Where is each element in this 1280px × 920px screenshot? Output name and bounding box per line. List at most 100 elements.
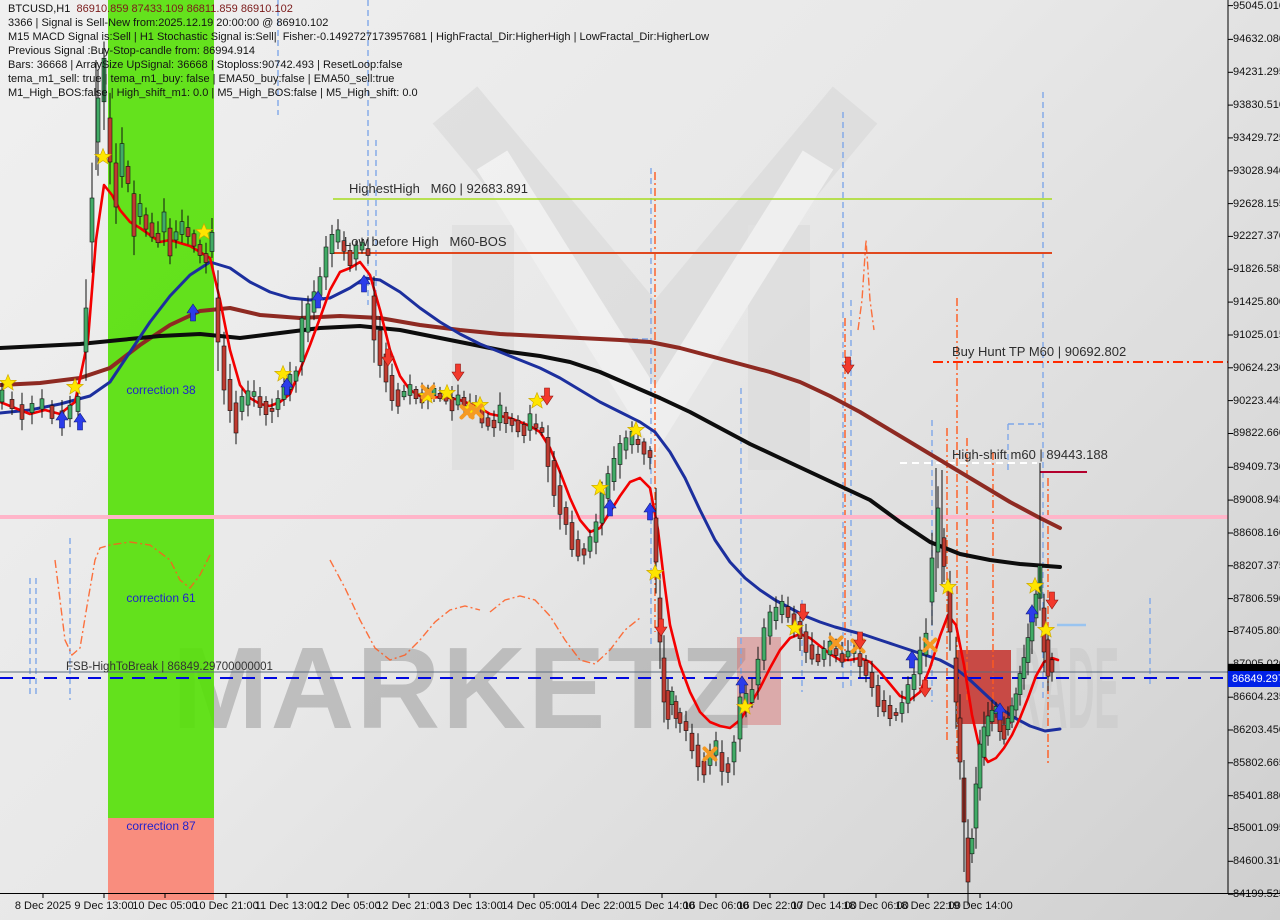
price-axis-label: 86604.235: [1233, 691, 1280, 704]
price-axis-label: 85001.095: [1233, 822, 1280, 835]
star-signal-icon: [1036, 620, 1056, 638]
sell-arrow-icon: [918, 679, 932, 698]
buy-arrow-icon: [993, 702, 1007, 721]
buy-arrow-icon: [735, 675, 749, 694]
star-signal-icon: [1025, 576, 1045, 594]
sell-arrow-icon: [796, 603, 810, 622]
price-axis-label: 84199.525: [1233, 888, 1280, 901]
star-signal-icon: [194, 222, 214, 240]
price-axis-label: 91425.800: [1233, 296, 1280, 309]
price-axis-label: 94231.295: [1233, 66, 1280, 79]
sell-arrow-icon: [1045, 591, 1059, 610]
buy-arrow-icon: [311, 290, 325, 309]
price-axis-label: 89409.730: [1233, 461, 1280, 474]
buy-arrow-icon: [280, 377, 294, 396]
price-axis-label: 95045.010: [1233, 0, 1280, 12]
price-axis-label: 93830.510: [1233, 99, 1280, 112]
ma-navy: [0, 260, 1062, 733]
buy-arrow-icon: [1025, 604, 1039, 623]
x-signal-icon: [922, 637, 938, 653]
trailing-stop-line: [54, 541, 211, 657]
sell-arrow-icon: [381, 348, 395, 367]
trailing-stop-line: [857, 239, 875, 331]
sell-arrow-icon: [451, 363, 465, 382]
x-signal-icon: [420, 384, 436, 400]
time-axis-label: 14 Dec 22:00: [565, 900, 631, 912]
buy-arrow-icon: [55, 410, 69, 429]
price-axis-label: 87405.805: [1233, 625, 1280, 638]
current-price-tag: 86849.297: [1228, 671, 1280, 688]
price-axis-label: 93429.725: [1233, 131, 1280, 144]
star-signal-icon: [785, 618, 805, 636]
trailing-stop-line: [329, 559, 481, 661]
ma-maroon: [0, 306, 1062, 530]
star-signal-icon: [590, 478, 610, 496]
price-axis-label: 88608.160: [1233, 526, 1280, 539]
star-signal-icon: [527, 391, 547, 409]
price-axis-label: 90624.230: [1233, 361, 1280, 374]
sell-arrow-icon: [540, 387, 554, 406]
buy-arrow-icon: [603, 498, 617, 517]
time-axis-label: 16 Dec 22:00: [737, 900, 803, 912]
x-signal-icon: [468, 403, 484, 419]
star-signal-icon: [938, 577, 958, 595]
price-axis-label: 90223.445: [1233, 394, 1280, 407]
price-axis-label: 91025.015: [1233, 328, 1280, 341]
buy-arrow-icon: [73, 412, 87, 431]
star-signal-icon: [65, 377, 85, 395]
ma-black: [0, 324, 1062, 569]
price-axis-label: 94632.080: [1233, 33, 1280, 46]
price-axis[interactable]: 86849.297 95045.010 94632.080 94231.295 938…: [1228, 0, 1280, 920]
time-axis-label: 17 Dec 14:00: [791, 900, 857, 912]
time-axis-label: 19 Dec 14:00: [947, 900, 1013, 912]
price-axis-label: 85802.665: [1233, 756, 1280, 769]
price-axis-label: 84600.310: [1233, 855, 1280, 868]
correction-zone-red: [108, 818, 214, 900]
time-axis[interactable]: 8 Dec 2025 9 Dec 13:00 10 Dec 05:00 10 Dec …: [0, 893, 1280, 920]
time-axis-label: 8 Dec 2025: [14, 900, 72, 912]
buy-arrow-icon: [186, 303, 200, 322]
trailing-stop-line: [489, 595, 641, 665]
time-axis-label: 11 Dec 13:00: [254, 900, 320, 912]
price-axis-label: 87806.590: [1233, 592, 1280, 605]
star-signal-icon: [735, 697, 755, 715]
star-signal-icon: [0, 373, 18, 391]
svg-text:MARKETZ: MARKETZ: [172, 623, 753, 753]
star-signal-icon: [273, 364, 293, 382]
price-axis-label: 92628.155: [1233, 197, 1280, 210]
star-signal-icon: [626, 420, 646, 438]
time-axis-label: 9 Dec 13:00: [74, 900, 134, 912]
price-axis-label: 86203.450: [1233, 723, 1280, 736]
price-axis-label: 92227.370: [1233, 230, 1280, 243]
time-axis-label: 12 Dec 05:00: [315, 900, 381, 912]
price-axis-label: 93028.940: [1233, 164, 1280, 177]
sell-arrow-icon: [841, 356, 855, 375]
correction-zone-green: [108, 0, 214, 818]
price-axis-label: 89822.660: [1233, 427, 1280, 440]
time-axis-label: 13 Dec 13:00: [437, 900, 503, 912]
price-axis-label: 85401.880: [1233, 789, 1280, 802]
sell-arrow-icon: [654, 618, 668, 637]
signal-markers: [0, 147, 1059, 762]
price-axis-label: 91826.585: [1233, 263, 1280, 276]
time-axis-label: 14 Dec 05:00: [501, 900, 567, 912]
buy-arrow-icon: [357, 274, 371, 293]
time-axis-label: 15 Dec 14:00: [629, 900, 695, 912]
x-signal-icon: [702, 746, 718, 762]
time-axis-label: 18 Dec 22:00: [895, 900, 961, 912]
x-signal-icon: [828, 635, 844, 651]
star-signal-icon: [645, 563, 665, 581]
sell-arrow-icon: [853, 631, 867, 650]
time-axis-label: 12 Dec 21:00: [376, 900, 442, 912]
price-axis-label: 89008.945: [1233, 494, 1280, 507]
time-axis-label: 16 Dec 06:00: [683, 900, 749, 912]
star-signal-icon: [93, 147, 113, 165]
time-axis-label: 10 Dec 21:00: [193, 900, 259, 912]
buy-arrow-icon: [905, 650, 919, 669]
time-axis-label: 10 Dec 05:00: [132, 900, 198, 912]
buy-arrow-icon: [643, 502, 657, 521]
price-axis-label: 88207.375: [1233, 559, 1280, 572]
star-signal-icon: [437, 383, 457, 401]
